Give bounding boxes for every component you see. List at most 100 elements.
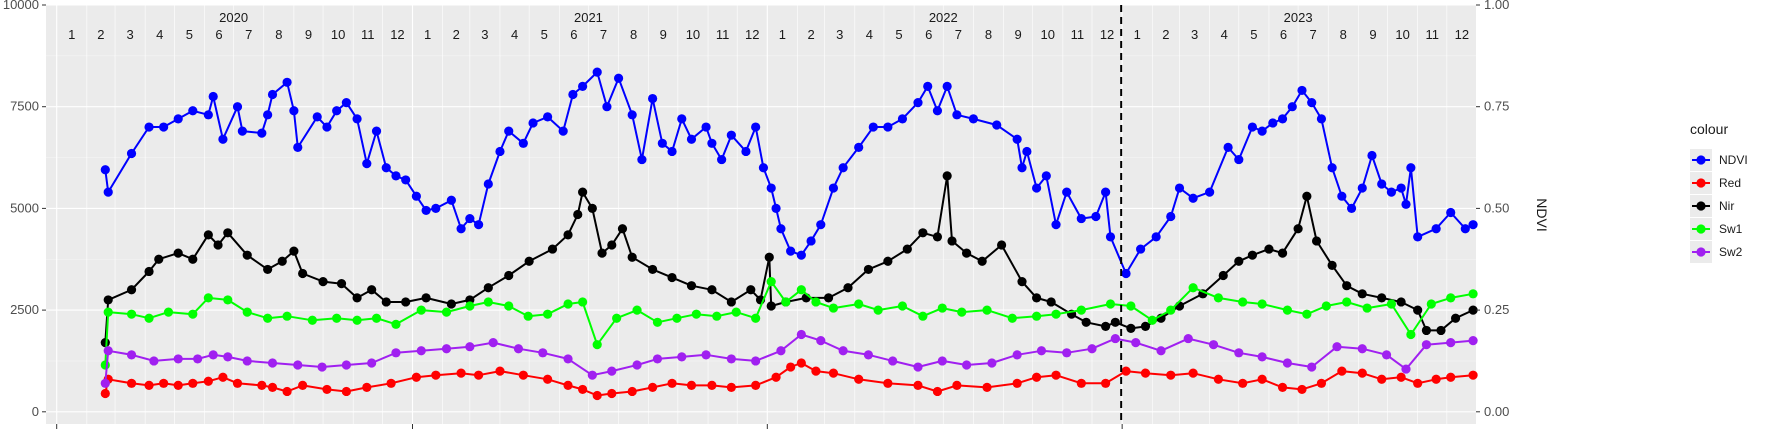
data-point-ndvi xyxy=(1136,244,1146,254)
data-point-ndvi xyxy=(232,102,243,112)
data-point-ndvi xyxy=(751,122,761,132)
data-point-ndvi xyxy=(1337,191,1347,201)
data-point-nir xyxy=(843,283,853,293)
month-label: 12 xyxy=(745,27,759,42)
data-point-nir xyxy=(932,232,943,242)
data-point-nir xyxy=(1247,250,1258,260)
y2-tick-label: 0.25 xyxy=(1484,302,1509,317)
data-point-nir xyxy=(421,293,431,303)
data-point-nir xyxy=(223,228,233,238)
data-point-red xyxy=(982,382,992,392)
data-point-ndvi xyxy=(1101,187,1111,197)
data-point-ndvi xyxy=(1406,163,1416,173)
data-point-red xyxy=(578,384,588,395)
data-point-ndvi xyxy=(942,81,952,91)
data-point-red xyxy=(1031,372,1042,382)
data-point-sw1 xyxy=(1362,303,1372,313)
year-label: 2023 xyxy=(1284,10,1313,25)
data-point-ndvi xyxy=(726,130,736,140)
data-point-sw1 xyxy=(483,297,493,307)
data-point-ndvi xyxy=(1367,150,1377,161)
data-point-sw2 xyxy=(751,356,761,366)
data-point-nir xyxy=(401,297,411,307)
data-point-red xyxy=(796,358,806,368)
data-point-sw1 xyxy=(1321,301,1331,311)
data-point-ndvi xyxy=(868,122,878,132)
data-point-red xyxy=(563,380,573,390)
data-point-red xyxy=(1012,378,1022,388)
data-point-red xyxy=(707,380,717,390)
data-point-nir xyxy=(289,246,299,256)
y2-tick-label: 0.00 xyxy=(1484,404,1509,419)
month-label: 7 xyxy=(600,27,607,42)
data-point-sw1 xyxy=(100,360,110,370)
y-tick-label: 7500 xyxy=(10,99,39,114)
data-point-nir xyxy=(686,281,697,291)
data-point-ndvi xyxy=(786,246,796,256)
data-point-nir xyxy=(1342,281,1352,291)
data-point-red xyxy=(1140,368,1151,378)
data-point-sw1 xyxy=(1342,297,1352,307)
data-point-red xyxy=(1468,370,1478,380)
data-point-sw1 xyxy=(504,301,514,311)
data-point-ndvi xyxy=(381,163,391,173)
data-point-nir xyxy=(1126,323,1136,334)
data-point-sw1 xyxy=(1406,329,1416,340)
data-point-sw1 xyxy=(263,313,273,323)
data-point-sw2 xyxy=(193,354,203,364)
data-point-red xyxy=(607,388,617,399)
data-point-red xyxy=(298,380,308,390)
data-point-ndvi xyxy=(446,195,456,205)
data-point-nir xyxy=(707,285,717,295)
data-point-sw2 xyxy=(391,348,401,358)
data-point-sw2 xyxy=(1307,362,1317,372)
data-point-nir xyxy=(617,224,628,234)
data-point-ndvi xyxy=(923,81,933,91)
data-point-nir xyxy=(1081,317,1091,327)
data-point-sw2 xyxy=(1381,350,1392,360)
data-point-sw1 xyxy=(632,305,642,315)
data-point-red xyxy=(1337,366,1347,376)
data-point-ndvi xyxy=(677,114,687,124)
data-point-ndvi xyxy=(1166,211,1176,222)
data-point-sw2 xyxy=(1110,333,1120,344)
data-point-ndvi xyxy=(1205,187,1215,197)
month-label: 10 xyxy=(686,27,700,42)
month-label: 2 xyxy=(453,27,460,42)
data-point-ndvi xyxy=(637,154,647,165)
data-point-ndvi xyxy=(758,163,769,173)
data-point-ndvi xyxy=(776,224,786,234)
data-point-ndvi xyxy=(828,183,839,193)
data-point-ndvi xyxy=(401,175,411,185)
data-point-ndvi xyxy=(667,146,677,157)
data-point-ndvi xyxy=(1413,232,1423,242)
data-point-nir xyxy=(627,252,637,262)
data-point-red xyxy=(386,378,396,388)
data-point-nir xyxy=(1293,224,1303,234)
data-point-sw2 xyxy=(488,338,498,348)
data-point-nir xyxy=(1046,297,1056,307)
data-point-nir xyxy=(1468,305,1478,315)
data-point-red xyxy=(543,374,553,384)
data-point-red xyxy=(1257,374,1267,384)
data-point-ndvi xyxy=(952,110,962,120)
y2-tick-label: 1.00 xyxy=(1484,0,1509,12)
data-point-ndvi xyxy=(289,106,299,116)
data-point-ndvi xyxy=(1121,268,1131,279)
data-point-sw1 xyxy=(1105,299,1116,309)
data-point-sw1 xyxy=(163,307,174,317)
data-point-ndvi xyxy=(1151,232,1161,242)
month-label: 5 xyxy=(541,27,548,42)
data-point-sw1 xyxy=(1166,305,1176,315)
data-point-sw1 xyxy=(188,309,198,319)
data-point-ndvi xyxy=(568,89,578,100)
year-label: 2020 xyxy=(219,10,248,25)
data-point-ndvi xyxy=(1346,203,1357,213)
legend-key-point xyxy=(1696,155,1706,165)
data-point-ndvi xyxy=(203,110,213,120)
data-point-sw2 xyxy=(1156,346,1166,356)
data-point-ndvi xyxy=(126,148,137,159)
data-point-ndvi xyxy=(1297,85,1307,96)
month-label: 2 xyxy=(807,27,814,42)
data-point-ndvi xyxy=(592,67,602,77)
